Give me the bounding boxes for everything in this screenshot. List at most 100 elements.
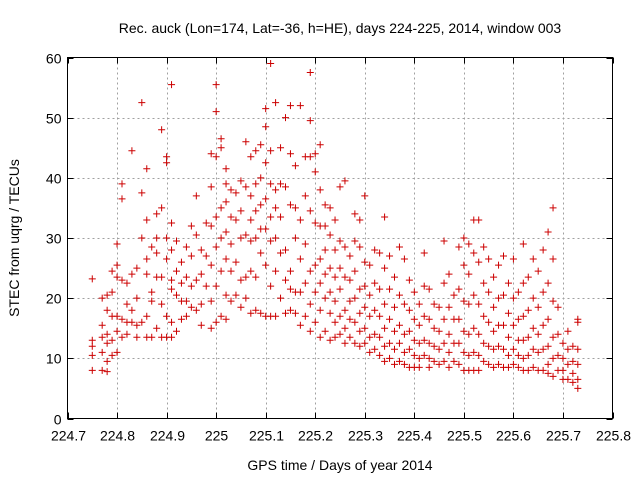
data-point bbox=[336, 285, 344, 293]
data-point bbox=[504, 351, 512, 359]
data-point bbox=[574, 384, 582, 392]
data-point bbox=[197, 270, 205, 278]
data-point bbox=[232, 291, 240, 299]
data-point bbox=[296, 102, 304, 110]
data-point bbox=[321, 327, 329, 335]
data-point bbox=[534, 348, 542, 356]
data-point bbox=[366, 312, 374, 320]
data-point bbox=[212, 81, 220, 89]
data-point bbox=[361, 339, 369, 347]
data-point bbox=[306, 267, 314, 275]
data-point bbox=[187, 303, 195, 311]
data-point bbox=[182, 312, 190, 320]
data-point bbox=[395, 243, 403, 251]
data-point bbox=[425, 354, 433, 362]
data-point bbox=[519, 240, 527, 248]
data-point bbox=[410, 351, 418, 359]
data-point bbox=[450, 357, 458, 365]
y-tick-labels: 0 10 20 30 40 50 60 bbox=[46, 51, 62, 428]
data-point bbox=[272, 267, 280, 275]
data-point bbox=[500, 321, 507, 329]
data-point bbox=[123, 300, 131, 308]
data-point bbox=[237, 234, 245, 242]
data-point bbox=[192, 192, 200, 200]
data-point bbox=[133, 264, 141, 272]
data-point bbox=[450, 291, 458, 299]
data-point bbox=[331, 216, 339, 224]
data-point bbox=[514, 363, 522, 371]
data-point bbox=[123, 279, 131, 287]
data-point bbox=[420, 249, 428, 257]
data-point bbox=[361, 258, 369, 266]
data-point bbox=[495, 342, 503, 350]
data-point bbox=[88, 336, 96, 344]
data-point bbox=[346, 252, 354, 260]
data-point bbox=[356, 309, 364, 317]
data-point bbox=[475, 351, 483, 359]
data-point bbox=[425, 339, 433, 347]
data-point bbox=[351, 339, 359, 347]
data-point bbox=[182, 297, 190, 305]
data-point bbox=[192, 276, 200, 284]
data-point bbox=[262, 105, 270, 113]
data-point bbox=[138, 318, 146, 326]
data-point bbox=[529, 345, 537, 353]
data-point bbox=[386, 285, 394, 293]
data-point bbox=[118, 276, 126, 284]
data-point bbox=[386, 354, 394, 362]
data-point bbox=[475, 366, 483, 374]
data-point bbox=[346, 315, 354, 323]
data-point bbox=[207, 183, 215, 191]
data-point bbox=[267, 180, 275, 188]
data-point bbox=[490, 273, 498, 281]
data-point bbox=[262, 159, 270, 167]
data-point bbox=[366, 261, 374, 269]
data-point bbox=[217, 312, 225, 320]
data-point bbox=[460, 234, 468, 242]
data-point bbox=[351, 294, 359, 302]
y-tick-label: 50 bbox=[46, 111, 62, 127]
data-point bbox=[286, 306, 294, 314]
x-tick-label: 225 bbox=[205, 428, 229, 444]
data-point bbox=[485, 342, 493, 350]
data-point bbox=[569, 369, 577, 377]
data-point bbox=[282, 309, 289, 317]
data-point bbox=[559, 366, 567, 374]
data-point bbox=[341, 243, 349, 251]
data-point bbox=[242, 294, 250, 302]
data-point bbox=[118, 180, 126, 188]
data-point bbox=[514, 315, 522, 323]
y-tick-label: 40 bbox=[46, 171, 62, 187]
data-point bbox=[103, 357, 111, 365]
data-point bbox=[395, 339, 403, 347]
data-point bbox=[133, 294, 141, 302]
data-point bbox=[247, 216, 255, 224]
data-point bbox=[247, 237, 255, 245]
data-point bbox=[470, 348, 478, 356]
data-point bbox=[217, 234, 225, 242]
data-point bbox=[222, 198, 230, 206]
data-point bbox=[460, 327, 468, 335]
data-point bbox=[400, 300, 408, 308]
data-point bbox=[118, 333, 126, 341]
data-point bbox=[207, 297, 215, 305]
data-point bbox=[460, 348, 468, 356]
data-point bbox=[465, 330, 473, 338]
data-point bbox=[113, 261, 121, 269]
data-point bbox=[202, 219, 210, 227]
data-point bbox=[187, 282, 195, 290]
x-tick-label: 225.7 bbox=[546, 428, 581, 444]
data-point bbox=[98, 366, 106, 374]
data-point bbox=[88, 366, 96, 374]
data-point bbox=[173, 267, 180, 275]
data-point bbox=[227, 240, 235, 248]
data-point bbox=[519, 354, 527, 362]
data-point bbox=[103, 339, 111, 347]
data-point bbox=[242, 273, 250, 281]
data-point bbox=[331, 297, 339, 305]
data-point bbox=[257, 249, 265, 257]
data-point bbox=[326, 309, 334, 317]
data-point bbox=[113, 348, 121, 356]
